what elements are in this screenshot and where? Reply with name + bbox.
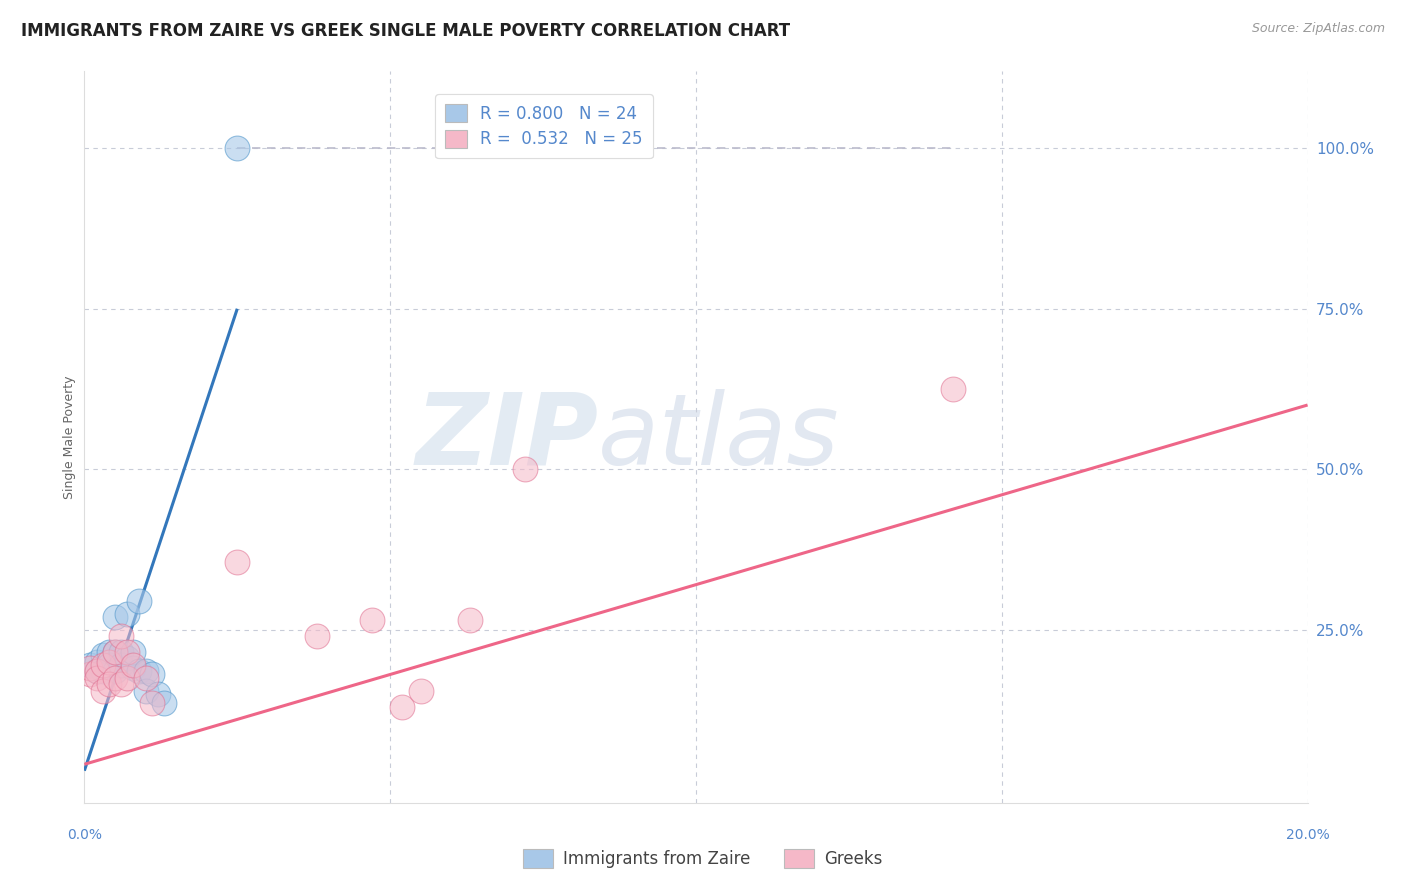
Point <box>391 699 413 714</box>
Point <box>458 613 481 627</box>
Point <box>122 657 145 672</box>
Point <box>122 661 145 675</box>
Point <box>110 677 132 691</box>
Point <box>305 629 328 643</box>
Point <box>104 645 127 659</box>
Legend: Immigrants from Zaire, Greeks: Immigrants from Zaire, Greeks <box>517 843 889 875</box>
Point <box>104 665 127 679</box>
Text: Source: ZipAtlas.com: Source: ZipAtlas.com <box>1251 22 1385 36</box>
Point <box>86 665 108 679</box>
Point <box>115 651 138 665</box>
Point <box>128 593 150 607</box>
Point <box>360 613 382 627</box>
Point <box>153 697 176 711</box>
Text: 20.0%: 20.0% <box>1285 829 1330 842</box>
Point <box>91 648 114 663</box>
Point <box>135 683 157 698</box>
Point <box>97 677 120 691</box>
Point <box>135 665 157 679</box>
Text: IMMIGRANTS FROM ZAIRE VS GREEK SINGLE MALE POVERTY CORRELATION CHART: IMMIGRANTS FROM ZAIRE VS GREEK SINGLE MA… <box>21 22 790 40</box>
Point <box>226 141 249 155</box>
Point <box>91 665 114 679</box>
Point <box>86 655 108 669</box>
Point <box>86 671 108 685</box>
Point <box>104 671 127 685</box>
Point <box>86 665 108 679</box>
Point <box>226 555 249 569</box>
Point <box>115 671 138 685</box>
Y-axis label: Single Male Poverty: Single Male Poverty <box>63 376 76 499</box>
Legend: R = 0.800   N = 24, R =  0.532   N = 25: R = 0.800 N = 24, R = 0.532 N = 25 <box>436 95 652 158</box>
Point <box>79 657 101 672</box>
Point <box>146 687 169 701</box>
Point <box>104 609 127 624</box>
Point <box>79 667 101 681</box>
Point <box>942 382 965 396</box>
Point <box>128 665 150 679</box>
Point <box>97 645 120 659</box>
Point <box>79 661 101 675</box>
Point <box>97 657 120 672</box>
Point <box>91 683 114 698</box>
Point <box>141 697 163 711</box>
Point <box>115 645 138 659</box>
Point <box>122 645 145 659</box>
Point <box>91 657 114 672</box>
Text: 0.0%: 0.0% <box>67 829 101 842</box>
Point <box>104 645 127 659</box>
Point <box>110 657 132 672</box>
Point <box>110 629 132 643</box>
Point <box>513 462 536 476</box>
Point <box>115 607 138 621</box>
Point <box>110 645 132 659</box>
Point <box>409 683 432 698</box>
Text: ZIP: ZIP <box>415 389 598 485</box>
Text: atlas: atlas <box>598 389 839 485</box>
Point <box>141 667 163 681</box>
Point <box>135 671 157 685</box>
Point <box>97 655 120 669</box>
